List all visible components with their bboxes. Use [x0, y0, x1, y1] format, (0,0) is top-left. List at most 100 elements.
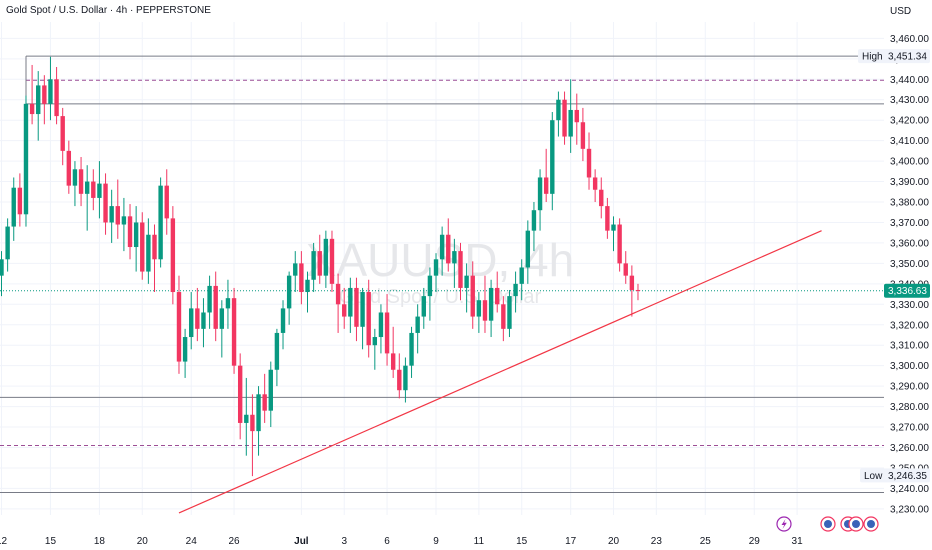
candle-body	[543, 177, 549, 194]
time-tick-label: 23	[651, 536, 663, 547]
candle-body	[562, 99, 567, 137]
lightning-icon	[781, 519, 787, 529]
candle-body	[121, 216, 127, 225]
candle-body	[488, 287, 494, 321]
time-tick-label: 29	[749, 536, 761, 547]
candle-body	[97, 183, 102, 198]
low-tag-value: 3,246.35	[888, 471, 927, 482]
candle-body	[84, 181, 90, 194]
currency-label[interactable]: USD	[890, 6, 911, 17]
candle-body	[170, 218, 176, 293]
candle-body	[213, 285, 218, 329]
price-tick-label: 3,400.00	[890, 157, 929, 168]
candle-body	[237, 365, 243, 423]
candle-body	[115, 206, 120, 225]
candle-body	[311, 251, 316, 280]
candle-body	[390, 353, 396, 370]
time-tick-label: 26	[228, 536, 240, 547]
last-price-label: 3,336.63	[888, 286, 927, 297]
candle-body	[568, 109, 573, 137]
price-tick-label: 3,240.00	[890, 484, 929, 495]
time-axis[interactable]: 12 15 18 20 24 26 Jul 3 6 9 11 15 17 20 23 25 29 31	[0, 536, 803, 547]
candle-body	[372, 337, 378, 346]
price-tick-label: 3,410.00	[890, 136, 929, 147]
price-tick-label: 3,280.00	[890, 402, 929, 413]
candle-body	[11, 187, 16, 227]
candle-body	[476, 300, 482, 317]
price-tick-label: 3,390.00	[890, 177, 929, 188]
candle-body	[537, 177, 543, 211]
candle-body	[513, 283, 518, 297]
candle-body	[286, 275, 292, 309]
price-tick-label: 3,360.00	[890, 238, 929, 249]
price-tick-label: 3,320.00	[890, 320, 929, 331]
candle-body	[0, 259, 4, 276]
candle-body	[317, 251, 322, 276]
candle-body	[274, 332, 280, 370]
axis-tags: High 3,451.34 Low 3,246.35 3,336.63	[858, 49, 930, 483]
candle-body	[231, 298, 237, 366]
candle-body	[78, 169, 84, 194]
candles	[0, 56, 641, 477]
time-tick-label: 3	[341, 536, 347, 547]
candle-body	[164, 185, 169, 219]
candle-body	[225, 298, 231, 309]
candle-body	[127, 216, 133, 248]
time-tick-label: 20	[137, 536, 149, 547]
candle-body	[556, 99, 561, 121]
candle-body	[446, 234, 451, 264]
time-tick-label: 25	[700, 536, 712, 547]
time-tick-label: 6	[384, 536, 390, 547]
us-flag-icon-inner	[824, 520, 832, 528]
candle-body	[415, 316, 420, 333]
candle-body	[60, 116, 65, 151]
time-tick-label: 20	[608, 536, 620, 547]
candle-body	[176, 292, 182, 362]
candle-body	[146, 234, 151, 272]
low-tag	[860, 468, 930, 483]
candle-body	[219, 308, 225, 329]
event-markers[interactable]	[776, 516, 879, 532]
candle-body	[354, 287, 359, 327]
price-tick-label: 3,350.00	[890, 259, 929, 270]
candle-body	[91, 181, 96, 198]
candle-body	[29, 103, 35, 115]
time-tick-label: 11	[474, 536, 485, 547]
candle-body	[182, 337, 188, 362]
candle-body	[366, 292, 371, 346]
candle-body	[103, 183, 108, 223]
trendline-group[interactable]	[178, 230, 822, 514]
candle-body	[280, 308, 286, 333]
candle-body	[348, 287, 353, 317]
price-axis[interactable]: 3,460.003,450.003,440.003,430.003,420.00…	[890, 34, 929, 515]
low-tag-label: Low	[864, 471, 883, 482]
price-tick-label: 3,380.00	[890, 198, 929, 209]
candle-body	[525, 230, 531, 268]
candle-body	[586, 148, 592, 178]
candle-body	[531, 210, 537, 231]
candle-body	[158, 185, 163, 260]
candle-body	[507, 296, 512, 329]
price-tick-label: 3,310.00	[890, 341, 929, 352]
candle-body	[378, 312, 384, 338]
candle-body	[140, 222, 145, 272]
price-tick-label: 3,330.00	[890, 300, 929, 311]
us-flag-icon-inner	[852, 520, 860, 528]
candle-body	[397, 369, 402, 391]
candle-body	[268, 369, 273, 411]
candle-body	[109, 206, 114, 223]
candle-body	[66, 150, 72, 186]
time-tick-label: 31	[792, 536, 804, 547]
candle-body	[452, 251, 457, 264]
candle-body	[360, 292, 365, 327]
time-tick-label: 12	[0, 536, 7, 547]
horizontal-levels[interactable]	[0, 55, 884, 493]
time-tick-label: Jul	[294, 536, 309, 547]
candle-body	[501, 304, 506, 329]
price-tick-label: 3,290.00	[890, 382, 929, 393]
candle-body	[574, 109, 579, 123]
price-tick-label: 3,370.00	[890, 218, 929, 229]
high-tag-value: 3,451.34	[888, 52, 927, 63]
candle-body	[201, 312, 206, 329]
